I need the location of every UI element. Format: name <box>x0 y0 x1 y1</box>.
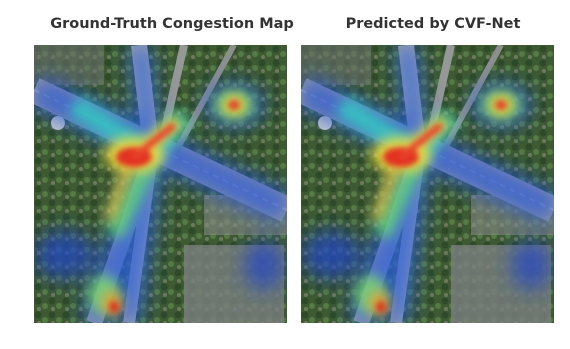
ground-truth-heatmap <box>34 45 287 323</box>
panel-title: Ground-Truth Congestion Map <box>50 16 294 32</box>
panel-title: Predicted by CVF-Net <box>346 16 521 32</box>
predicted-heatmap <box>301 45 554 323</box>
